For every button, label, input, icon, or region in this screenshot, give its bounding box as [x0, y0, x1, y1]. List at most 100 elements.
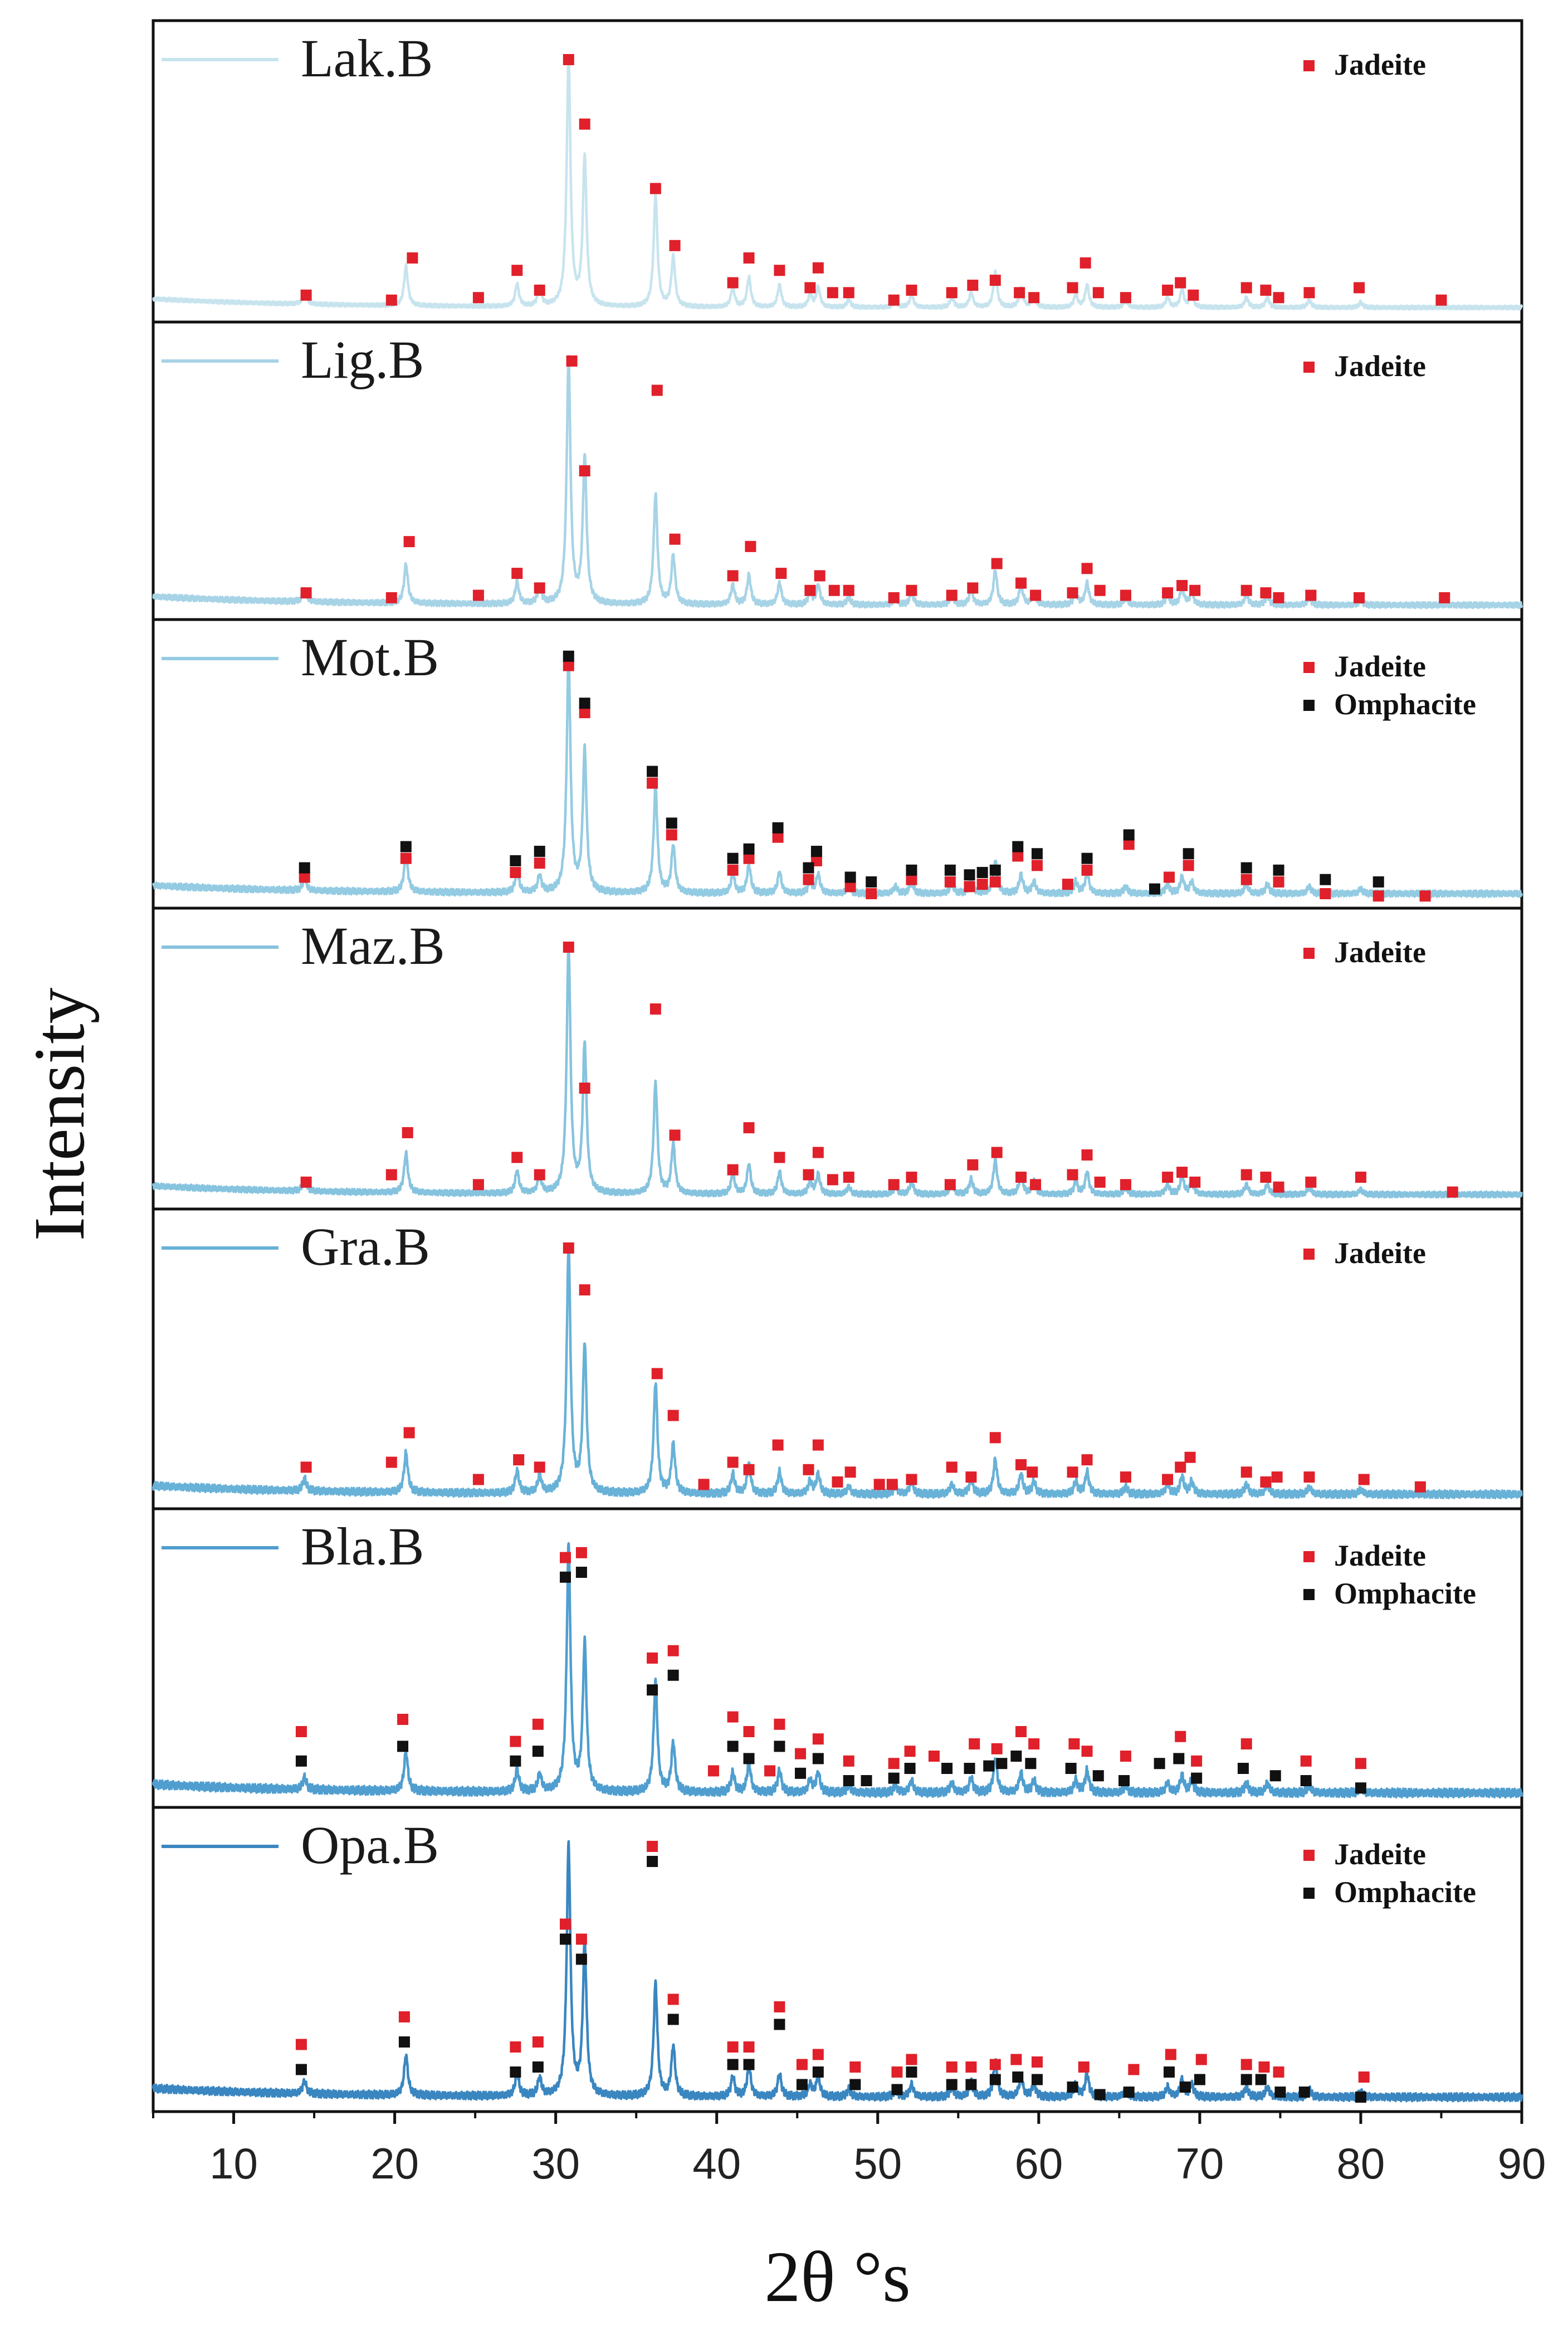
omphacite-marker [906, 2066, 917, 2078]
jadeite-marker [579, 118, 590, 130]
jadeite-marker [944, 1179, 956, 1191]
jadeite-marker [1305, 589, 1317, 601]
jadeite-marker [669, 240, 681, 251]
x-tick-label: 20 [370, 2139, 419, 2188]
jadeite-marker [1094, 1176, 1106, 1188]
omphacite-marker [774, 2019, 785, 2030]
jadeite-marker [666, 829, 677, 841]
jadeite-marker [532, 1718, 544, 1730]
jadeite-marker [727, 2041, 739, 2053]
x-tick-label: 10 [209, 2139, 258, 2188]
jadeite-marker [803, 1464, 814, 1475]
jadeite-marker [1240, 874, 1252, 885]
jadeite-marker [559, 1552, 571, 1563]
jadeite-marker [532, 2036, 544, 2048]
jadeite-marker [1081, 563, 1093, 574]
jadeite-marker [727, 1456, 739, 1468]
jadeite-marker [812, 1733, 824, 1745]
omphacite-marker [1065, 1763, 1077, 1774]
jadeite-marker [1372, 890, 1384, 902]
jadeite-marker [472, 1179, 484, 1191]
jadeite-marker [1355, 1171, 1366, 1183]
jadeite-marker [843, 287, 854, 299]
omphacite-marker [295, 2064, 307, 2075]
jadeite-marker [1273, 292, 1284, 304]
omphacite-marker [510, 855, 521, 866]
jadeite-marker [1067, 282, 1078, 294]
jadeite-marker [534, 582, 545, 594]
omphacite-marker [849, 2079, 861, 2090]
jadeite-marker [774, 1718, 785, 1730]
jadeite-marker [1189, 584, 1201, 596]
jadeite-marker [1189, 1176, 1201, 1188]
jadeite-marker [1176, 1167, 1188, 1178]
jadeite-marker [1447, 1186, 1458, 1198]
jadeite-marker [1079, 257, 1091, 269]
spectrum-line-motb [152, 654, 1523, 899]
jadeite-marker [1162, 1171, 1174, 1183]
omphacite-marker [1240, 862, 1252, 874]
jadeite-marker [669, 1129, 681, 1141]
jadeite-marker [1240, 282, 1252, 294]
jadeite-marker [1303, 287, 1315, 299]
jadeite-marker [844, 881, 856, 893]
jadeite-marker [1015, 1726, 1027, 1737]
jadeite-marker [667, 1645, 679, 1656]
jadeite-marker [967, 1159, 979, 1171]
omphacite-marker [964, 1763, 975, 1774]
x-axis-title: 2θ °s [764, 2237, 910, 2317]
omphacite-marker [803, 862, 814, 874]
jadeite-marker [575, 1933, 587, 1945]
jadeite-marker [989, 2059, 1001, 2070]
x-tick-label: 70 [1175, 2139, 1224, 2188]
spectrum-line-lakb [152, 55, 1523, 311]
jadeite-marker [649, 183, 661, 194]
omphacite-legend-marker [1303, 1589, 1315, 1600]
jadeite-marker [295, 1726, 307, 1737]
omphacite-marker [1031, 848, 1043, 860]
jadeite-marker [534, 284, 545, 296]
jadeite-marker [965, 1471, 977, 1483]
omphacite-marker [667, 1669, 679, 1681]
omphacite-marker [989, 864, 1001, 876]
jadeite-marker [774, 1152, 785, 1163]
jadeite-marker [772, 831, 784, 843]
jadeite-marker [575, 1547, 587, 1558]
jadeite-marker [1271, 1471, 1283, 1483]
jadeite-marker [989, 1432, 1001, 1444]
omphacite-marker [1300, 1775, 1312, 1786]
jadeite-marker [559, 1918, 571, 1930]
omphacite-marker [1191, 1772, 1203, 1784]
jadeite-marker [745, 540, 756, 552]
omphacite-marker [647, 766, 658, 777]
jadeite-marker [906, 1474, 917, 1485]
jadeite-marker [967, 279, 979, 291]
jadeite-marker [1027, 1466, 1038, 1478]
jadeite-marker [804, 282, 816, 294]
jadeite-marker [989, 876, 1001, 888]
jadeite-marker [1123, 839, 1135, 850]
jadeite-marker [402, 1127, 413, 1138]
jadeite-marker [1240, 1466, 1252, 1478]
jadeite-marker [1176, 579, 1188, 591]
jadeite-marker [1014, 287, 1025, 299]
jadeite-marker [300, 1176, 312, 1188]
jadeite-marker [1240, 584, 1252, 596]
sample-label-opab: Opa.B [301, 1815, 439, 1875]
jadeite-marker [1162, 1474, 1174, 1485]
jadeite-marker [886, 1479, 898, 1490]
jadeite-legend-label: Jadeite [1334, 1539, 1426, 1572]
jadeite-marker [969, 1738, 980, 1749]
omphacite-marker [774, 1741, 785, 1752]
jadeite-marker [1419, 890, 1431, 902]
jadeite-marker [727, 570, 739, 582]
x-tick-label: 80 [1337, 2139, 1385, 2188]
jadeite-marker [651, 384, 663, 396]
omphacite-marker [772, 822, 784, 833]
jadeite-marker [906, 1171, 917, 1183]
omphacite-marker [559, 1933, 571, 1945]
jadeite-marker [803, 1169, 814, 1181]
jadeite-marker [1414, 1481, 1426, 1493]
omphacite-marker [534, 846, 545, 857]
jadeite-marker [944, 876, 956, 888]
